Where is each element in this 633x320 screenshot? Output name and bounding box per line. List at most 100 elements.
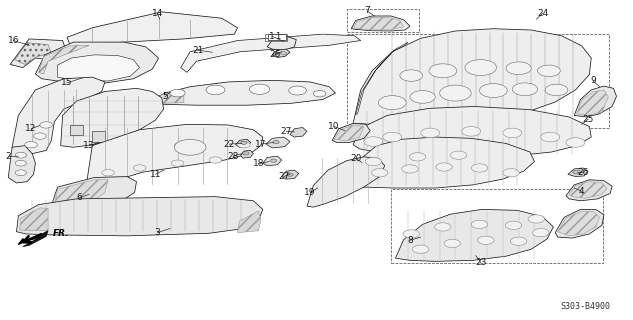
Text: 21: 21	[192, 45, 203, 55]
Circle shape	[440, 85, 471, 101]
Polygon shape	[16, 197, 263, 236]
Polygon shape	[353, 107, 591, 157]
Circle shape	[541, 132, 560, 142]
Circle shape	[510, 237, 527, 245]
Polygon shape	[267, 36, 296, 50]
Polygon shape	[351, 16, 410, 31]
Polygon shape	[555, 209, 604, 238]
Circle shape	[170, 89, 185, 97]
Circle shape	[410, 91, 436, 103]
Polygon shape	[70, 125, 83, 134]
Polygon shape	[92, 131, 105, 142]
Circle shape	[465, 60, 496, 76]
Circle shape	[573, 170, 580, 174]
Circle shape	[289, 86, 306, 95]
Polygon shape	[353, 17, 404, 30]
Text: 11: 11	[149, 170, 161, 179]
Polygon shape	[353, 29, 591, 125]
Text: 3: 3	[154, 228, 160, 237]
Circle shape	[506, 62, 531, 75]
Circle shape	[403, 230, 420, 238]
Circle shape	[102, 170, 115, 176]
Text: 18: 18	[253, 159, 264, 168]
Polygon shape	[58, 55, 140, 81]
Polygon shape	[241, 150, 253, 158]
Circle shape	[528, 215, 544, 223]
Text: 14: 14	[152, 9, 163, 18]
Polygon shape	[568, 168, 588, 177]
Text: 9: 9	[590, 76, 596, 85]
Text: 27: 27	[280, 127, 292, 136]
Polygon shape	[307, 157, 385, 207]
Text: 7: 7	[364, 6, 370, 15]
Bar	[391, 189, 603, 263]
Circle shape	[287, 173, 293, 176]
Circle shape	[15, 152, 27, 158]
Polygon shape	[180, 34, 361, 72]
Polygon shape	[282, 170, 299, 179]
Circle shape	[421, 128, 440, 138]
Circle shape	[237, 141, 250, 148]
Circle shape	[206, 85, 225, 95]
Circle shape	[402, 165, 418, 173]
Circle shape	[379, 96, 406, 110]
Text: 28: 28	[227, 152, 239, 161]
Polygon shape	[12, 77, 105, 154]
Polygon shape	[23, 231, 48, 247]
Circle shape	[364, 137, 383, 146]
Circle shape	[174, 142, 187, 149]
Circle shape	[545, 84, 568, 96]
Polygon shape	[15, 43, 51, 64]
Circle shape	[479, 84, 507, 98]
Polygon shape	[566, 180, 612, 201]
Polygon shape	[569, 182, 607, 198]
Bar	[268, 34, 286, 40]
Text: S303-B4900: S303-B4900	[560, 302, 610, 311]
Text: 2: 2	[6, 152, 11, 161]
Circle shape	[471, 220, 487, 228]
Circle shape	[436, 163, 453, 171]
Circle shape	[383, 132, 402, 142]
Text: 6: 6	[77, 193, 82, 202]
Circle shape	[532, 228, 549, 237]
Circle shape	[15, 170, 27, 176]
Text: 4: 4	[579, 187, 585, 196]
Text: 27: 27	[278, 172, 289, 181]
Circle shape	[249, 84, 270, 94]
Circle shape	[451, 151, 467, 159]
Circle shape	[413, 245, 429, 253]
Polygon shape	[237, 211, 261, 233]
Polygon shape	[61, 88, 164, 147]
Polygon shape	[18, 239, 27, 244]
Text: 1: 1	[275, 32, 280, 41]
Circle shape	[242, 152, 249, 155]
Circle shape	[444, 239, 460, 248]
Text: FR.: FR.	[53, 229, 69, 238]
Text: 24: 24	[537, 9, 548, 18]
Circle shape	[273, 52, 279, 55]
Polygon shape	[290, 127, 307, 137]
Bar	[265, 34, 287, 41]
Circle shape	[435, 223, 451, 231]
Polygon shape	[577, 90, 608, 116]
Circle shape	[461, 126, 480, 136]
Circle shape	[410, 153, 426, 161]
Circle shape	[40, 122, 53, 128]
Circle shape	[429, 64, 457, 78]
Bar	[347, 34, 609, 128]
Polygon shape	[235, 139, 251, 147]
Circle shape	[209, 157, 222, 163]
Text: 22: 22	[223, 140, 235, 148]
Polygon shape	[8, 146, 35, 183]
Circle shape	[365, 157, 382, 166]
Text: 26: 26	[577, 168, 589, 177]
Text: 10: 10	[329, 122, 340, 131]
Text: 26: 26	[270, 50, 281, 59]
Text: 19: 19	[304, 188, 316, 197]
Text: 16: 16	[8, 36, 19, 45]
Polygon shape	[272, 49, 290, 57]
Polygon shape	[20, 208, 48, 231]
Text: 12: 12	[25, 124, 37, 133]
Polygon shape	[153, 90, 184, 103]
Text: 5: 5	[162, 92, 168, 101]
